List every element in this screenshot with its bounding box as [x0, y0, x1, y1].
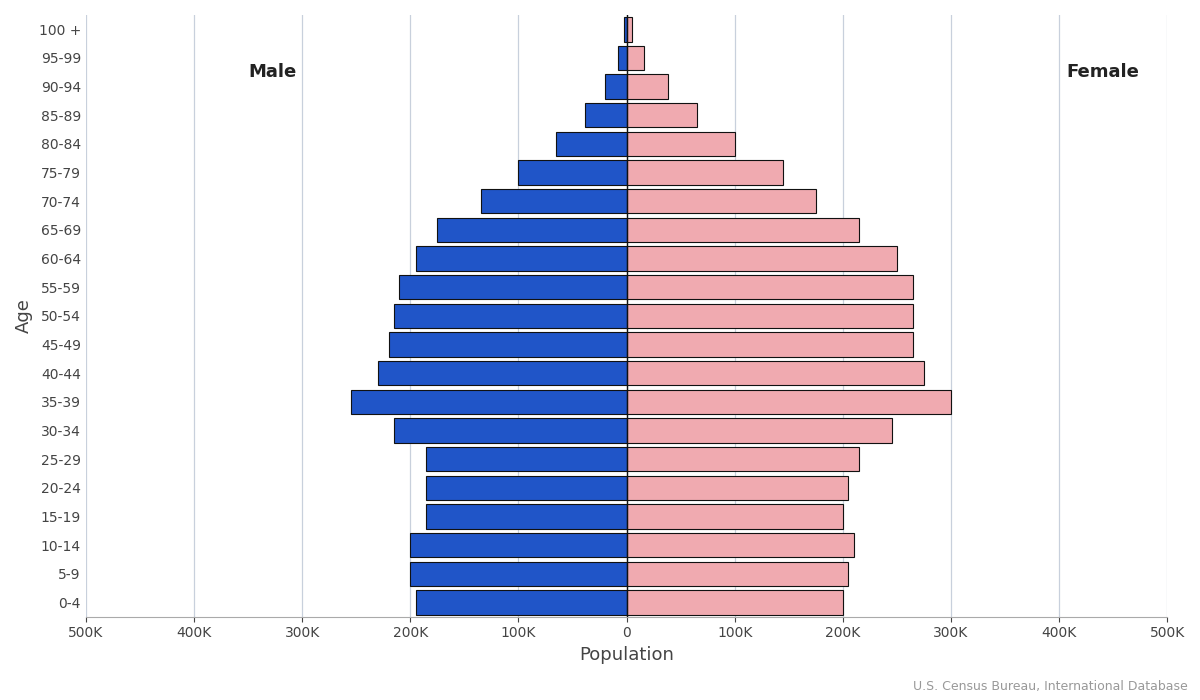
Bar: [626, 218, 859, 242]
Bar: [626, 17, 632, 41]
Bar: [410, 533, 626, 557]
Bar: [586, 103, 626, 127]
Bar: [389, 332, 626, 357]
Bar: [626, 275, 913, 300]
Bar: [626, 74, 667, 99]
Bar: [426, 447, 626, 471]
Bar: [626, 504, 842, 528]
Bar: [626, 160, 784, 185]
Bar: [626, 103, 697, 127]
Bar: [626, 46, 644, 70]
Bar: [437, 218, 626, 242]
Bar: [626, 246, 896, 271]
Bar: [626, 533, 853, 557]
Bar: [626, 590, 842, 615]
Bar: [415, 246, 626, 271]
Bar: [626, 475, 848, 500]
Bar: [394, 419, 626, 442]
Bar: [605, 74, 626, 99]
Bar: [626, 419, 892, 442]
Bar: [626, 304, 913, 328]
X-axis label: Population: Population: [580, 646, 674, 664]
Bar: [415, 590, 626, 615]
Bar: [624, 17, 626, 41]
Bar: [480, 189, 626, 213]
Bar: [626, 447, 859, 471]
Bar: [626, 361, 924, 385]
Bar: [626, 561, 848, 586]
Bar: [378, 361, 626, 385]
Bar: [394, 304, 626, 328]
Bar: [557, 132, 626, 156]
Text: Female: Female: [1066, 63, 1139, 81]
Bar: [400, 275, 626, 300]
Bar: [626, 332, 913, 357]
Bar: [626, 189, 816, 213]
Bar: [518, 160, 626, 185]
Bar: [626, 390, 952, 414]
Bar: [626, 132, 734, 156]
Text: U.S. Census Bureau, International Database: U.S. Census Bureau, International Databa…: [913, 680, 1188, 693]
Y-axis label: Age: Age: [14, 298, 32, 333]
Bar: [426, 504, 626, 528]
Bar: [410, 561, 626, 586]
Bar: [618, 46, 626, 70]
Text: Male: Male: [248, 63, 296, 81]
Bar: [426, 475, 626, 500]
Bar: [350, 390, 626, 414]
